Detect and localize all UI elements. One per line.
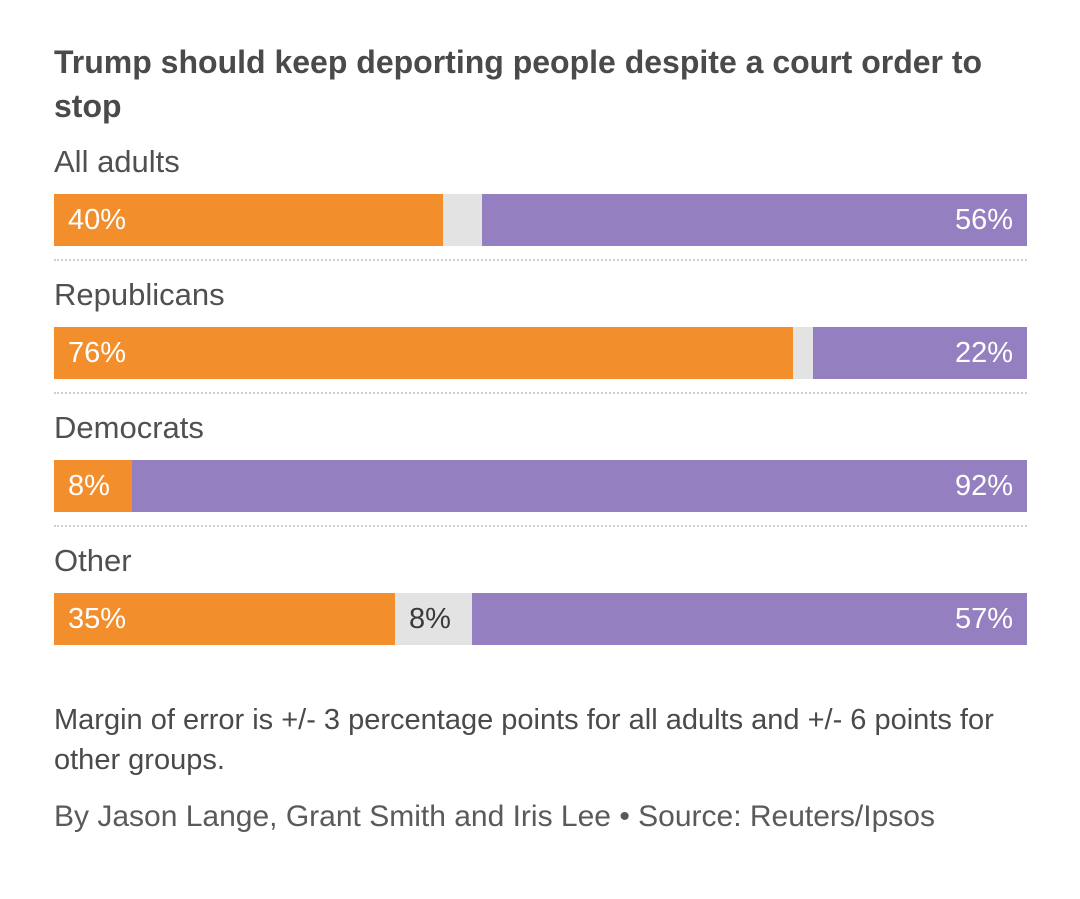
value-label-stop-deporting: 57% xyxy=(954,603,1013,635)
segment-unsure: 8% xyxy=(395,593,472,645)
segment-keep-deporting: 35% xyxy=(54,593,395,645)
stacked-bar: 8% 92% xyxy=(54,460,1027,512)
segment-stop-deporting: 56% xyxy=(482,194,1027,246)
chart-title: Trump should keep deporting people despi… xyxy=(54,44,983,124)
group-label: All adults xyxy=(54,144,180,179)
group-label: Other xyxy=(54,543,132,578)
segment-unsure xyxy=(443,194,482,246)
value-label-stop-deporting: 22% xyxy=(954,337,1013,369)
dotted-divider xyxy=(54,259,1027,261)
dotted-divider xyxy=(54,525,1027,527)
stacked-bar: 40% 56% xyxy=(54,194,1027,246)
value-label-keep-deporting: 8% xyxy=(68,470,110,502)
byline-source: By Jason Lange, Grant Smith and Iris Lee… xyxy=(54,800,935,833)
segment-keep-deporting: 8% xyxy=(54,460,132,512)
value-label-stop-deporting: 56% xyxy=(954,204,1013,236)
margin-of-error-note: Margin of error is +/- 3 percentage poin… xyxy=(54,704,994,776)
value-label-keep-deporting: 40% xyxy=(68,204,127,236)
segment-keep-deporting: 76% xyxy=(54,327,793,379)
stacked-bar: 35% 8% 57% xyxy=(54,593,1027,645)
dotted-divider xyxy=(54,392,1027,394)
group-label: Democrats xyxy=(54,410,204,445)
value-label-unsure: 8% xyxy=(409,603,451,635)
group-label: Republicans xyxy=(54,277,225,312)
value-label-keep-deporting: 76% xyxy=(68,337,127,369)
stacked-bar: 76% 22% xyxy=(54,327,1027,379)
segment-stop-deporting: 92% xyxy=(132,460,1027,512)
segment-stop-deporting: 22% xyxy=(813,327,1027,379)
segment-keep-deporting: 40% xyxy=(54,194,443,246)
value-label-keep-deporting: 35% xyxy=(68,603,127,635)
segment-unsure xyxy=(793,327,813,379)
value-label-stop-deporting: 92% xyxy=(954,470,1013,502)
segment-stop-deporting: 57% xyxy=(472,593,1027,645)
